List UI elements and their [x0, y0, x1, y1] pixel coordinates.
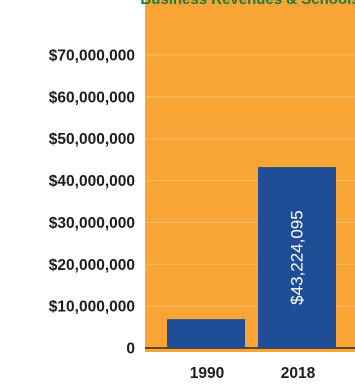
data-label: $43,224,095	[288, 210, 307, 305]
y-tick-label: $10,000,000	[49, 299, 135, 316]
y-tick-label: $30,000,000	[49, 215, 135, 232]
y-tick-label: $20,000,000	[49, 257, 135, 274]
y-tick-label: $70,000,000	[49, 48, 135, 65]
x-axis-ticks: 1990 2018	[190, 365, 316, 382]
x-tick-label: 2018	[281, 365, 316, 382]
x-tick-label: 1990	[190, 365, 224, 382]
y-tick-label: $50,000,000	[49, 131, 135, 148]
y-tick-label: $60,000,000	[49, 89, 135, 106]
bar-2018	[258, 167, 336, 348]
chart-title: Business Revenues & Schools	[140, 0, 355, 8]
y-axis-ticks: 0 $10,000,000 $20,000,000 $30,000,000 $40,00…	[49, 48, 135, 358]
y-tick-label: $40,000,000	[49, 173, 135, 190]
y-tick-label: 0	[126, 341, 135, 358]
bars: $43,224,095	[167, 167, 336, 348]
bar-1990	[167, 319, 245, 348]
